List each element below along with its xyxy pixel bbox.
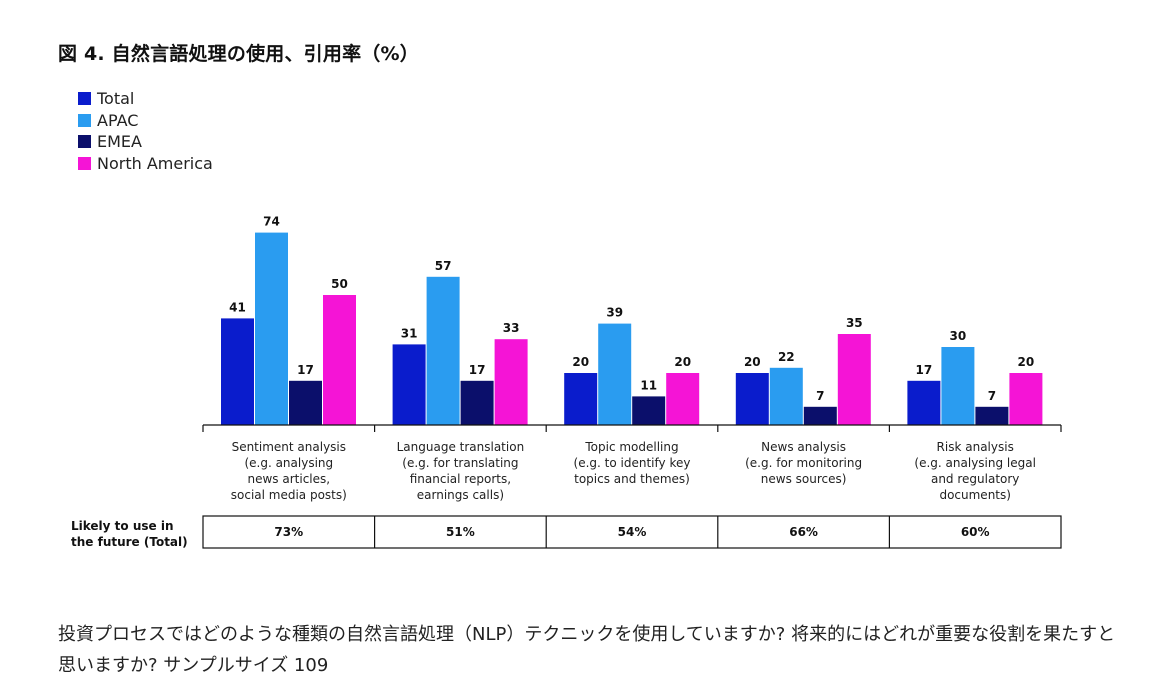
category-label-line: financial reports, <box>410 472 511 486</box>
bar-value-label: 31 <box>401 326 418 340</box>
bar-value-label: 17 <box>916 363 933 377</box>
chart-caption: 投資プロセスではどのような種類の自然言語処理（NLP）テクニックを使用しています… <box>58 624 1116 676</box>
future-row-label-line: Likely to use in <box>71 519 174 533</box>
bar-value-label: 57 <box>435 259 452 273</box>
bar-value-label: 30 <box>950 329 967 343</box>
legend-item-emea: EMEA <box>78 131 213 153</box>
bar-apac-0 <box>255 232 288 425</box>
category-label-line: topics and themes) <box>574 472 690 486</box>
legend: Total APAC EMEA North America <box>78 88 213 174</box>
category-label-line: (e.g. to identify key <box>574 456 691 470</box>
category-label: Risk analysis (e.g. analysing legal and re… <box>914 440 1036 502</box>
bar-value-label: 41 <box>229 300 246 314</box>
future-row-value: 60% <box>961 525 990 539</box>
category-label: Language translation (e.g. for translatin… <box>397 440 525 502</box>
future-row-box <box>202 515 1062 549</box>
category-label-line: earnings calls) <box>417 488 504 502</box>
bar-emea-3 <box>803 406 837 425</box>
category-label: News analysis (e.g. for monitoring news so… <box>745 440 862 486</box>
future-row-label-line: the future (Total) <box>71 535 188 549</box>
category-label-line: (e.g. for monitoring <box>745 456 862 470</box>
category-label-line: Risk analysis <box>937 440 1014 454</box>
legend-item-total: Total <box>78 88 213 110</box>
bar-value-label: 20 <box>744 355 761 369</box>
category-label-line: documents) <box>939 488 1010 502</box>
legend-label-total: Total <box>97 89 135 109</box>
bar-value-label: 17 <box>297 363 314 377</box>
bar-apac-1 <box>426 276 460 425</box>
bar-total-3 <box>735 373 769 425</box>
future-row-value: 54% <box>618 525 647 539</box>
bar-apac-4 <box>941 347 975 425</box>
bar-apac-3 <box>769 367 803 425</box>
legend-swatch-apac <box>78 113 91 127</box>
category-label-line: (e.g. analysing <box>244 456 333 470</box>
bar-total-2 <box>564 373 598 425</box>
bar-value-label: 20 <box>572 355 589 369</box>
legend-label-emea: EMEA <box>97 132 142 152</box>
legend-swatch-emea <box>78 135 91 149</box>
category-label: Sentiment analysis (e.g. analysing news ar… <box>231 440 347 502</box>
chart-title: 図 4. 自然言語処理の使用、引用率（%） <box>58 43 419 65</box>
bar-value-label: 50 <box>331 277 348 291</box>
category-label-line: Language translation <box>397 440 525 454</box>
bar-chart: 41 74 17 50 31 57 17 33 20 39 11 20 20 22 7 35 17 30 7 20 Se… <box>71 215 1062 549</box>
bar-value-label: 33 <box>503 321 520 335</box>
category-label-line: (e.g. for translating <box>402 456 518 470</box>
category-label-line: Sentiment analysis <box>232 440 346 454</box>
legend-label-north-america: North America <box>97 153 213 173</box>
legend-swatch-north-america <box>78 156 91 170</box>
future-row-label: Likely to use in the future (Total) <box>71 519 188 549</box>
legend-item-apac: APAC <box>78 110 213 132</box>
bar-total-4 <box>907 380 941 425</box>
bar-value-label: 20 <box>674 355 691 369</box>
bar-value-label: 39 <box>606 306 623 320</box>
bar-north-america-3 <box>837 334 871 425</box>
legend-swatch-total <box>78 92 91 106</box>
bar-emea-1 <box>460 380 494 425</box>
bar-value-label: 7 <box>988 389 996 403</box>
bar-emea-2 <box>632 396 666 425</box>
future-row-value: 73% <box>274 525 303 539</box>
legend-label-apac: APAC <box>97 110 139 130</box>
bar-value-label: 35 <box>846 316 863 330</box>
future-row-value: 51% <box>446 525 475 539</box>
bar-total-1 <box>392 344 426 425</box>
bar-total-0 <box>221 318 254 425</box>
bar-emea-0 <box>289 380 322 425</box>
bar-value-label: 11 <box>640 378 657 392</box>
bar-value-label: 22 <box>778 350 795 364</box>
category-label: Topic modelling (e.g. to identify key topi… <box>574 440 691 486</box>
future-row-value: 66% <box>789 525 818 539</box>
bar-value-label: 20 <box>1018 355 1035 369</box>
bar-emea-4 <box>975 406 1009 425</box>
legend-item-north-america: North America <box>78 153 213 175</box>
bar-value-label: 74 <box>263 215 280 229</box>
category-label-line: (e.g. analysing legal <box>914 456 1036 470</box>
bar-apac-2 <box>598 323 632 425</box>
bar-north-america-2 <box>666 373 700 425</box>
bar-north-america-4 <box>1009 373 1043 425</box>
category-label-line: Topic modelling <box>584 440 678 454</box>
category-label-line: social media posts) <box>231 488 347 502</box>
category-label-line: news articles, <box>248 472 331 486</box>
bar-value-label: 7 <box>816 389 824 403</box>
bar-north-america-1 <box>494 339 528 425</box>
category-label-line: News analysis <box>761 440 846 454</box>
bar-north-america-0 <box>323 295 356 425</box>
category-label-line: and regulatory <box>931 472 1019 486</box>
category-label-line: news sources) <box>761 472 847 486</box>
bar-value-label: 17 <box>469 363 486 377</box>
